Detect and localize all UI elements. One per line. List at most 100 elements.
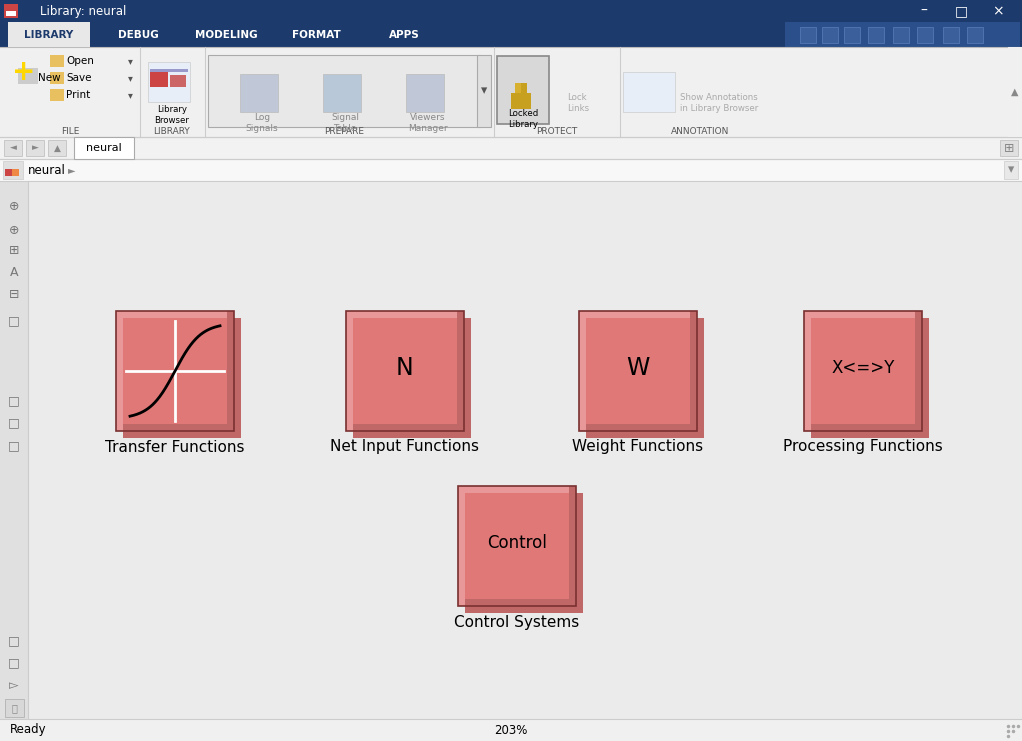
Bar (458, 486, 576, 606)
Text: Signal
Table: Signal Table (331, 113, 359, 133)
Text: FILE: FILE (61, 127, 79, 136)
Text: LIBRARY: LIBRARY (153, 127, 190, 136)
Bar (804, 311, 922, 431)
Bar (0, 159, 1022, 181)
Bar (1008, 47, 1022, 137)
Text: ►: ► (68, 165, 76, 175)
Bar (458, 486, 576, 493)
Bar (123, 424, 234, 431)
Bar (917, 27, 933, 43)
Bar (569, 486, 576, 599)
Bar (50, 55, 64, 67)
Bar (227, 311, 234, 424)
Text: Save: Save (66, 73, 92, 83)
Text: Show Annotations
in Library Browser: Show Annotations in Library Browser (680, 93, 758, 113)
Text: ⊟: ⊟ (9, 288, 19, 302)
Bar (586, 318, 690, 424)
Text: ▾: ▾ (128, 56, 133, 66)
Text: Print: Print (66, 90, 90, 100)
Text: Processing Functions: Processing Functions (783, 439, 943, 454)
Bar (353, 318, 471, 438)
Bar (967, 27, 983, 43)
Bar (48, 69, 138, 85)
Bar (804, 311, 811, 431)
Text: PREPARE: PREPARE (324, 127, 364, 136)
Bar (0, 22, 1022, 47)
Text: Net Input Functions: Net Input Functions (330, 439, 479, 454)
Bar (465, 599, 576, 606)
Bar (579, 311, 697, 431)
Bar (346, 311, 353, 431)
Bar (406, 74, 444, 112)
Text: 🔒: 🔒 (11, 703, 17, 713)
Bar (915, 311, 922, 424)
Text: FORMAT: FORMAT (291, 30, 340, 40)
Bar (800, 27, 816, 43)
Bar (943, 27, 959, 43)
Text: ▲: ▲ (1011, 87, 1019, 97)
Bar (117, 311, 234, 318)
Text: □: □ (8, 439, 19, 453)
Text: ×: × (992, 4, 1004, 18)
Text: +: + (12, 58, 36, 86)
Bar (893, 27, 909, 43)
Bar (117, 311, 234, 431)
Text: neural: neural (28, 164, 65, 176)
Text: ⊕: ⊕ (9, 199, 19, 213)
Text: 203%: 203% (495, 723, 527, 737)
Bar (811, 318, 915, 424)
Bar (8, 22, 90, 47)
Bar (804, 311, 922, 431)
Text: ▾: ▾ (481, 84, 487, 98)
Bar (346, 311, 464, 318)
Bar (515, 83, 527, 93)
Text: □: □ (8, 657, 19, 670)
Bar (465, 493, 583, 613)
Bar (150, 71, 168, 87)
Bar (0, 137, 1022, 159)
Bar (0, 0, 1022, 22)
Text: ▲: ▲ (53, 144, 60, 153)
Bar (5, 699, 24, 717)
Bar (50, 72, 64, 84)
Text: ⊞: ⊞ (9, 245, 19, 258)
Text: N: N (397, 356, 414, 380)
Text: Locked
Library: Locked Library (508, 110, 539, 129)
Bar (353, 318, 457, 424)
Bar (511, 93, 531, 109)
Bar (515, 83, 521, 93)
Bar (579, 311, 586, 431)
Text: Weight Functions: Weight Functions (572, 439, 703, 454)
Bar (785, 22, 1020, 47)
Bar (150, 69, 188, 72)
Text: Library: neural: Library: neural (40, 4, 127, 18)
Text: ⊞: ⊞ (1004, 142, 1014, 155)
Text: W: W (626, 356, 650, 380)
Bar (117, 311, 234, 431)
Text: Control Systems: Control Systems (455, 614, 579, 630)
Text: Lock
Links: Lock Links (567, 93, 589, 113)
Bar (5, 55, 37, 107)
Bar (0, 719, 1022, 741)
Text: Viewers
Manager: Viewers Manager (408, 113, 448, 133)
Text: PROTECT: PROTECT (537, 127, 577, 136)
Bar (4, 140, 22, 156)
Bar (579, 311, 697, 318)
Text: Ready: Ready (10, 723, 47, 737)
Text: –: – (921, 4, 927, 18)
Text: ►: ► (32, 144, 39, 153)
Bar (48, 140, 66, 156)
Bar (240, 74, 278, 112)
Bar (822, 27, 838, 43)
Bar (690, 311, 697, 424)
Bar (554, 77, 568, 107)
Bar (346, 311, 464, 431)
Bar (0, 181, 28, 719)
Bar (5, 169, 12, 176)
Text: MODELING: MODELING (194, 30, 258, 40)
Bar (26, 140, 44, 156)
Text: Transfer Functions: Transfer Functions (105, 439, 244, 454)
Text: DEBUG: DEBUG (118, 30, 158, 40)
Bar (208, 55, 480, 127)
Text: X<=>Y: X<=>Y (831, 359, 894, 377)
